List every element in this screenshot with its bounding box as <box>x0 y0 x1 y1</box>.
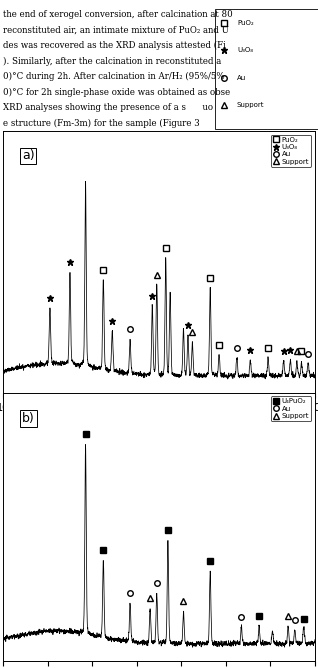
X-axis label: 2 angle (°): 2 angle (°) <box>133 418 185 428</box>
Legend: U₄PuO₂, Au, Support: U₄PuO₂, Au, Support <box>271 396 311 422</box>
Text: a): a) <box>22 150 35 162</box>
Text: e structure (Fm-3m) for the sample (Figure 3: e structure (Fm-3m) for the sample (Figu… <box>3 119 200 128</box>
Text: Support: Support <box>237 102 264 108</box>
Text: reconstituted air, an intimate mixture of PuO₂ and U: reconstituted air, an intimate mixture o… <box>3 25 229 35</box>
Text: the end of xerogel conversion, after calcination at 80: the end of xerogel conversion, after cal… <box>3 10 233 19</box>
FancyBboxPatch shape <box>215 9 318 128</box>
Text: des was recovered as the XRD analysis attested (Fi: des was recovered as the XRD analysis at… <box>3 41 226 50</box>
Legend: PuO₂, U₃O₈, Au, Support: PuO₂, U₃O₈, Au, Support <box>271 134 311 167</box>
Text: U₃O₈: U₃O₈ <box>237 47 253 53</box>
Text: XRD analyses showing the presence of a s      uo: XRD analyses showing the presence of a s… <box>3 104 213 112</box>
Text: PuO₂: PuO₂ <box>237 20 254 26</box>
Text: 0)°C for 2h single-phase oxide was obtained as obse: 0)°C for 2h single-phase oxide was obtai… <box>3 88 231 97</box>
Text: ). Similarly, after the calcination in reconstituted a: ). Similarly, after the calcination in r… <box>3 57 221 65</box>
Text: Au: Au <box>237 75 246 81</box>
Text: b): b) <box>22 411 35 425</box>
Text: 0)°C during 2h. After calcination in Ar/H₂ (95%/5%: 0)°C during 2h. After calcination in Ar/… <box>3 72 225 81</box>
